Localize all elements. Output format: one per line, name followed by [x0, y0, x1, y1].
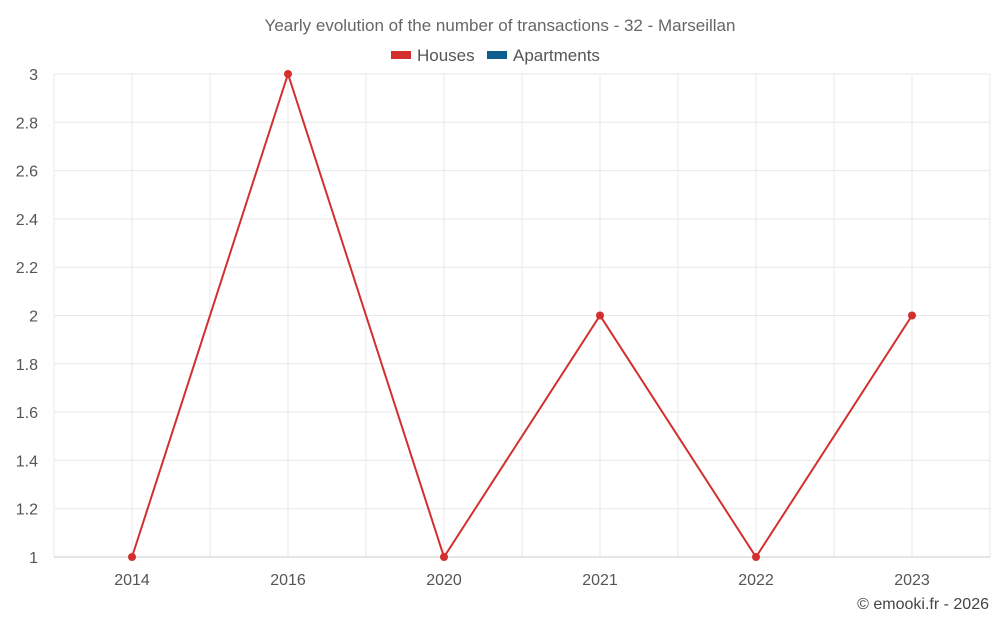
y-tick-label: 1.6 [16, 405, 38, 422]
y-tick-label: 1.8 [16, 357, 38, 374]
x-tick-label: 2016 [270, 572, 306, 589]
y-tick-label: 2.2 [16, 260, 38, 277]
data-point[interactable] [908, 311, 916, 320]
x-tick-label: 2023 [894, 572, 930, 589]
x-axis: 2014 2016 2020 2021 2022 2023 [54, 556, 990, 589]
y-tick-label: 2 [29, 309, 38, 326]
x-tick-label: 2020 [426, 572, 462, 589]
data-point[interactable] [752, 553, 760, 561]
legend-label-apartments: Apartments [513, 46, 600, 65]
y-tick-label: 1 [29, 550, 38, 567]
legend: Houses Apartments [391, 46, 600, 65]
legend-label-houses: Houses [417, 46, 475, 65]
y-tick-label: 3 [29, 67, 38, 84]
legend-swatch-houses [391, 51, 411, 59]
y-tick-label: 1.2 [16, 502, 38, 519]
series-houses [128, 70, 916, 561]
x-tick-label: 2014 [114, 572, 150, 589]
data-point[interactable] [596, 311, 604, 320]
gridlines [53, 73, 991, 558]
data-point[interactable] [440, 553, 448, 561]
x-tick-label: 2022 [738, 572, 774, 589]
credit-text: © emooki.fr - 2026 [857, 596, 989, 613]
x-tick-label: 2021 [582, 572, 618, 589]
legend-swatch-apartments [487, 51, 507, 59]
data-point[interactable] [284, 70, 292, 78]
y-tick-label: 1.4 [16, 453, 38, 470]
legend-item-houses[interactable]: Houses [391, 46, 475, 65]
series-line-houses [131, 70, 913, 560]
y-tick-label: 2.4 [16, 212, 38, 229]
legend-item-apartments[interactable]: Apartments [487, 46, 600, 65]
data-point[interactable] [128, 553, 136, 561]
chart-title: Yearly evolution of the number of transa… [265, 16, 736, 35]
y-axis: 1 1.2 1.4 1.6 1.8 2 2.2 2.4 2.6 2.8 3 [16, 67, 38, 567]
y-tick-label: 2.6 [16, 164, 38, 181]
y-tick-label: 2.8 [16, 115, 38, 132]
